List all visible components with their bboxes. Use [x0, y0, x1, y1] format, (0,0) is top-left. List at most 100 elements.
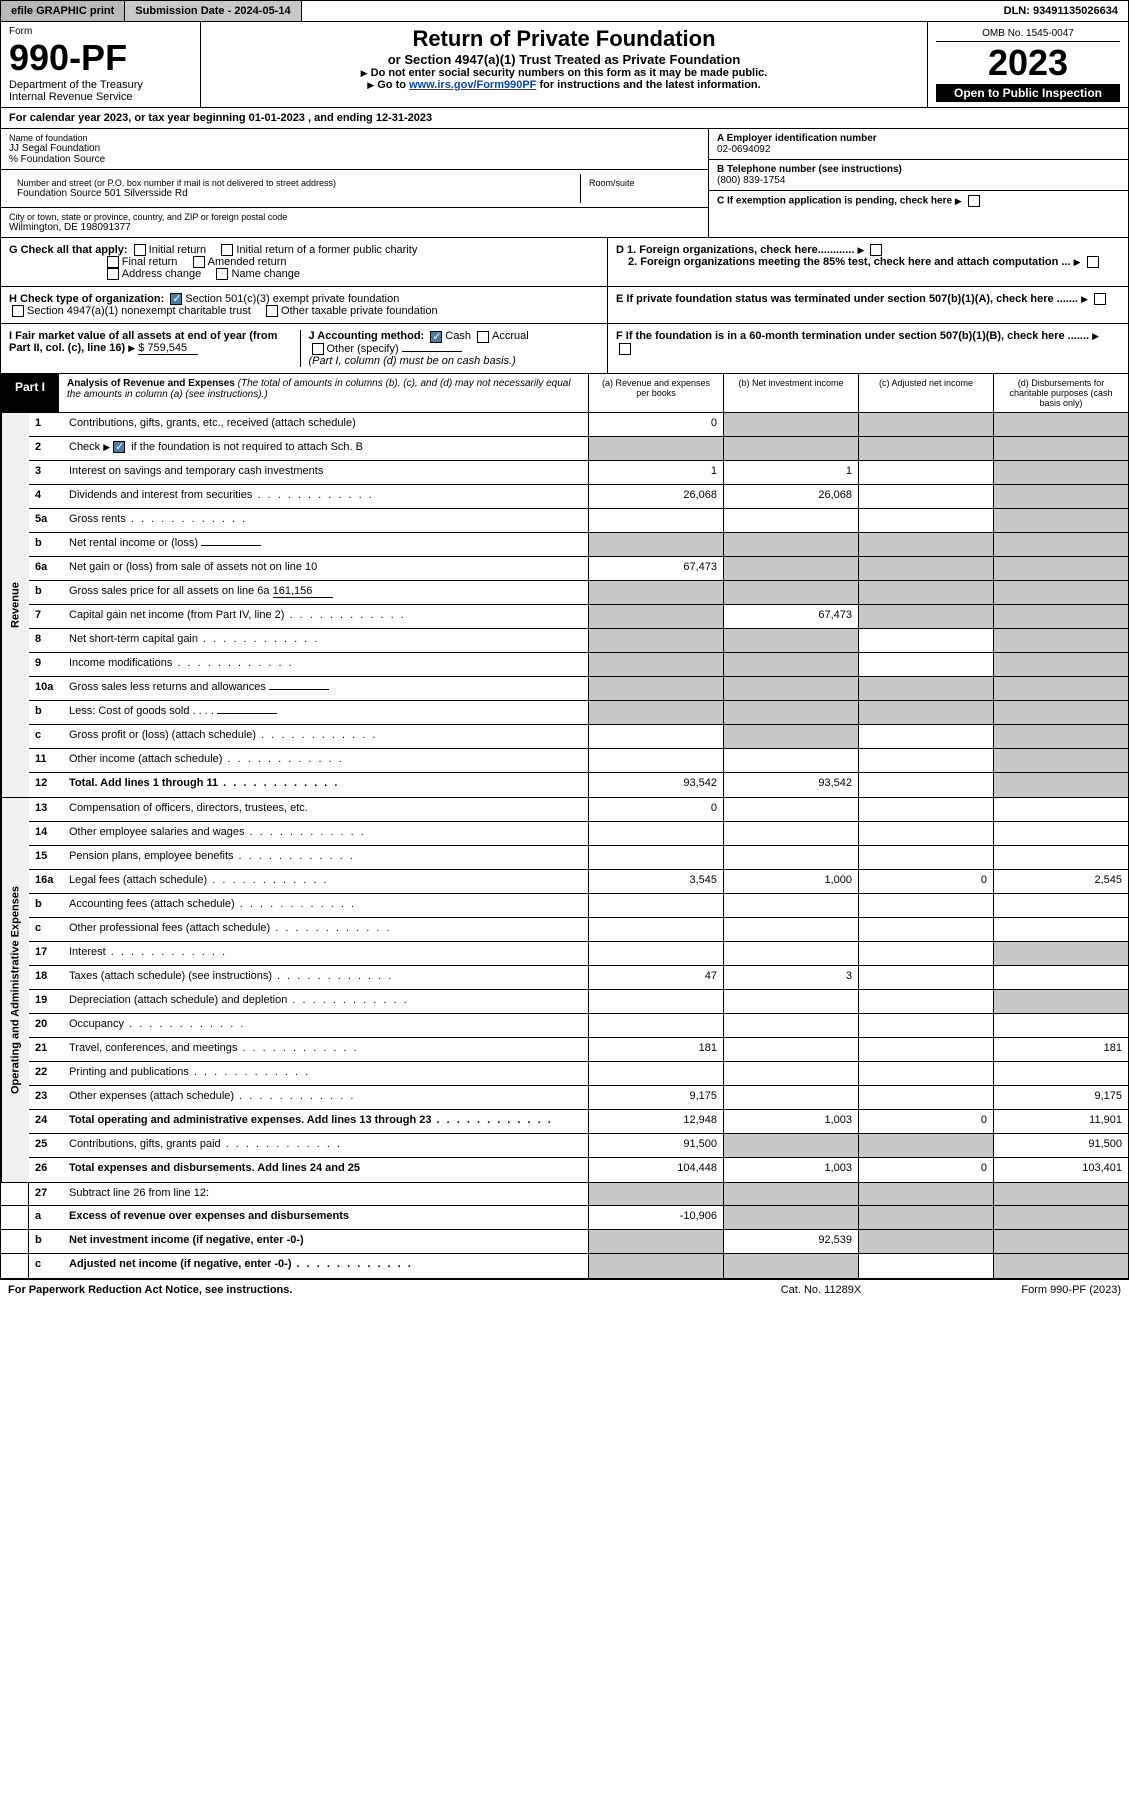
line-3-desc: Interest on savings and temporary cash i… [63, 461, 588, 484]
line-24-desc: Total operating and administrative expen… [63, 1110, 588, 1133]
line-14-c [858, 822, 993, 845]
foundation-co: % Foundation Source [9, 154, 700, 165]
line-23-d: 9,175 [993, 1086, 1128, 1109]
line-16a-c: 0 [858, 870, 993, 893]
line-16a-num: 16a [29, 870, 63, 893]
line-27a-num: a [29, 1206, 63, 1229]
city-label: City or town, state or province, country… [9, 212, 700, 222]
cell-shaded [993, 942, 1128, 965]
other-taxable-checkbox[interactable] [266, 305, 278, 317]
line-27b-desc: Net investment income (if negative, ente… [63, 1230, 588, 1253]
cash-checkbox[interactable] [430, 331, 442, 343]
cell-shaded [858, 413, 993, 436]
501c3-checkbox[interactable] [170, 293, 182, 305]
line-21-b [723, 1038, 858, 1061]
line-23-num: 23 [29, 1086, 63, 1109]
cell-shaded [723, 413, 858, 436]
line-12-c [858, 773, 993, 797]
address-change-checkbox[interactable] [107, 268, 119, 280]
cell-shaded [723, 725, 858, 748]
line-11-c [858, 749, 993, 772]
line-10a-field [269, 689, 329, 690]
form-subtitle: or Section 4947(a)(1) Trust Treated as P… [209, 52, 919, 67]
foreign-org-checkbox[interactable] [870, 244, 882, 256]
accrual-checkbox[interactable] [477, 331, 489, 343]
line-3-b: 1 [723, 461, 858, 484]
line-4-a: 26,068 [588, 485, 723, 508]
status-terminated-checkbox[interactable] [1094, 293, 1106, 305]
60-month-checkbox[interactable] [619, 343, 631, 355]
line-11-num: 11 [29, 749, 63, 772]
line-26-d: 103,401 [993, 1158, 1128, 1182]
form990pf-link[interactable]: www.irs.gov/Form990PF [409, 79, 536, 91]
final-return-label: Final return [122, 256, 178, 268]
sch-b-checkbox[interactable] [113, 441, 125, 453]
cell-shaded [858, 533, 993, 556]
line-8-desc: Net short-term capital gain [63, 629, 588, 652]
line-20-a [588, 1014, 723, 1037]
cell-shaded [993, 437, 1128, 460]
initial-former-label: Initial return of a former public charit… [236, 244, 417, 256]
cell-shaded [588, 1254, 723, 1278]
cell-shaded [993, 1230, 1128, 1253]
spacer [1, 1183, 29, 1205]
col-b-header: (b) Net investment income [723, 374, 858, 412]
cell-shaded [588, 653, 723, 676]
line-10b-desc: Less: Cost of goods sold . . . . [63, 701, 588, 724]
line-18-b: 3 [723, 966, 858, 989]
cell-shaded [588, 533, 723, 556]
line-6a-a: 67,473 [588, 557, 723, 580]
exemption-pending-checkbox[interactable] [968, 195, 980, 207]
initial-return-label: Initial return [149, 244, 206, 256]
line-16c-num: c [29, 918, 63, 941]
tax-year: 2023 [936, 42, 1120, 84]
col-c-header: (c) Adjusted net income [858, 374, 993, 412]
cell-shaded [993, 653, 1128, 676]
line-9-num: 9 [29, 653, 63, 676]
line-20-desc: Occupancy [63, 1014, 588, 1037]
h-label: H Check type of organization: [9, 293, 164, 305]
form-number: 990-PF [9, 37, 192, 79]
amended-return-checkbox[interactable] [193, 256, 205, 268]
name-change-label: Name change [231, 268, 300, 280]
line-16a-a: 3,545 [588, 870, 723, 893]
line-20-d [993, 1014, 1128, 1037]
line-13-d [993, 798, 1128, 821]
line-23-desc: Other expenses (attach schedule) [63, 1086, 588, 1109]
line-3-c [858, 461, 993, 484]
cell-shaded [588, 701, 723, 724]
line-18-num: 18 [29, 966, 63, 989]
dept-treasury: Department of the Treasury [9, 79, 192, 91]
cat-no: Cat. No. 11289X [721, 1284, 921, 1296]
line-17-num: 17 [29, 942, 63, 965]
foreign-85-checkbox[interactable] [1087, 256, 1099, 268]
foundation-address: Foundation Source 501 Silversside Rd [17, 188, 572, 199]
cell-shaded [588, 629, 723, 652]
efile-print-button[interactable]: efile GRAPHIC print [1, 1, 125, 21]
line-27c-num: c [29, 1254, 63, 1278]
line-6b-val: 161,156 [273, 585, 333, 598]
line-6a-num: 6a [29, 557, 63, 580]
name-change-checkbox[interactable] [216, 268, 228, 280]
line-27-desc: Subtract line 26 from line 12: [63, 1183, 588, 1205]
line-3-a: 1 [588, 461, 723, 484]
cell-shaded [858, 1206, 993, 1229]
line-27b-b: 92,539 [723, 1230, 858, 1253]
initial-return-checkbox[interactable] [134, 244, 146, 256]
other-specify-field[interactable] [402, 351, 462, 352]
other-method-checkbox[interactable] [312, 343, 324, 355]
line-20-c [858, 1014, 993, 1037]
line-18-d [993, 966, 1128, 989]
cell-shaded [723, 701, 858, 724]
part1-table: Revenue 1Contributions, gifts, grants, e… [0, 413, 1129, 1279]
final-return-checkbox[interactable] [107, 256, 119, 268]
line-19-a [588, 990, 723, 1013]
cell-shaded [993, 990, 1128, 1013]
line-16b-c [858, 894, 993, 917]
g-label: G Check all that apply: [9, 244, 128, 256]
line-16a-d: 2,545 [993, 870, 1128, 893]
4947a1-checkbox[interactable] [12, 305, 24, 317]
line-27c-desc: Adjusted net income (if negative, enter … [63, 1254, 588, 1278]
initial-former-checkbox[interactable] [221, 244, 233, 256]
line-21-a: 181 [588, 1038, 723, 1061]
